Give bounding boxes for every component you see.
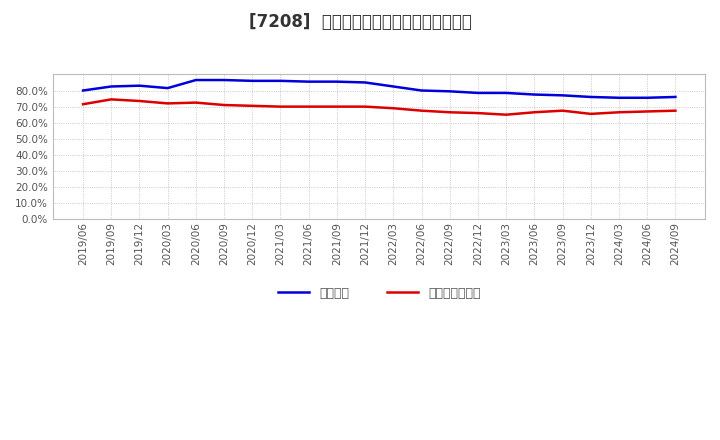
固定長期適合率 [558,108,567,114]
固定比率 [389,84,397,89]
固定比率 [135,83,144,88]
固定長期適合率 [248,103,256,109]
固定比率 [192,77,200,83]
固定長期適合率 [587,111,595,117]
固定比率 [305,79,313,84]
Line: 固定長期適合率: 固定長期適合率 [83,99,675,115]
固定長期適合率 [192,100,200,105]
固定比率 [220,77,228,83]
固定比率 [446,89,454,94]
Line: 固定比率: 固定比率 [83,80,675,98]
固定比率 [78,88,87,93]
固定長期適合率 [361,104,369,109]
固定長期適合率 [671,108,680,114]
固定比率 [333,79,341,84]
固定比率 [248,78,256,84]
固定長期適合率 [502,112,510,117]
Text: [7208]  固定比率、固定長期適合率の推移: [7208] 固定比率、固定長期適合率の推移 [248,13,472,31]
固定比率 [474,90,482,95]
固定比率 [643,95,652,100]
固定比率 [107,84,116,89]
Legend: 固定比率, 固定長期適合率: 固定比率, 固定長期適合率 [278,286,480,300]
固定長期適合率 [78,102,87,107]
固定長期適合率 [220,103,228,108]
固定比率 [276,78,285,84]
固定比率 [615,95,624,100]
固定長期適合率 [615,110,624,115]
固定比率 [558,93,567,98]
固定比率 [587,94,595,99]
固定長期適合率 [333,104,341,109]
固定長期適合率 [530,110,539,115]
固定比率 [530,92,539,97]
固定比率 [671,94,680,99]
固定長期適合率 [135,99,144,104]
固定比率 [361,80,369,85]
固定長期適合率 [446,110,454,115]
固定長期適合率 [417,108,426,114]
固定長期適合率 [107,97,116,102]
固定長期適合率 [389,106,397,111]
固定長期適合率 [276,104,285,109]
固定比率 [163,85,172,91]
固定比率 [417,88,426,93]
固定長期適合率 [305,104,313,109]
固定長期適合率 [643,109,652,114]
固定長期適合率 [163,101,172,106]
固定長期適合率 [474,110,482,116]
固定比率 [502,90,510,95]
